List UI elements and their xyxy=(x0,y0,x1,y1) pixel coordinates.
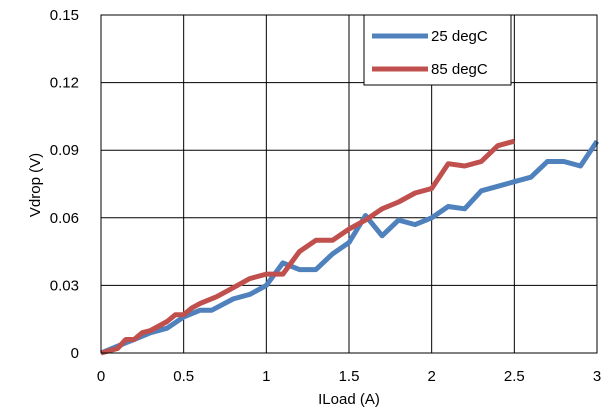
y-axis-label: Vdrop (V) xyxy=(27,153,44,217)
series-line-85-degc xyxy=(100,138,515,356)
x-tick-label: 0 xyxy=(97,368,105,385)
legend-label: 85 degC xyxy=(431,61,488,78)
series-lines xyxy=(100,138,600,356)
x-tick-label: 0.5 xyxy=(173,368,194,385)
legend-box xyxy=(363,14,512,86)
tick-labels: 0 0.5 1 1.5 2 2.5 3 0 0.03 0.06 0.09 0.12 0.15 xyxy=(50,7,601,385)
x-tick-label: 2.5 xyxy=(504,368,525,385)
legend: 25 degC 85 degC xyxy=(363,14,512,86)
y-tick-label: 0 xyxy=(71,345,79,362)
axes xyxy=(100,14,598,354)
legend-label: 25 degC xyxy=(431,28,488,45)
x-tick-label: 1 xyxy=(262,368,270,385)
gridlines xyxy=(100,14,598,354)
x-tick-label: 2 xyxy=(427,368,435,385)
y-tick-label: 0.03 xyxy=(50,277,79,294)
y-tick-label: 0.06 xyxy=(50,210,79,227)
x-axis-label: ILoad (A) xyxy=(318,391,380,408)
plot-area-border xyxy=(100,14,598,354)
y-tick-label: 0.15 xyxy=(50,7,79,24)
x-tick-label: 3 xyxy=(593,368,601,385)
y-tick-label: 0.09 xyxy=(50,142,79,159)
y-tick-label: 0.12 xyxy=(50,75,79,92)
x-tick-label: 1.5 xyxy=(339,368,360,385)
